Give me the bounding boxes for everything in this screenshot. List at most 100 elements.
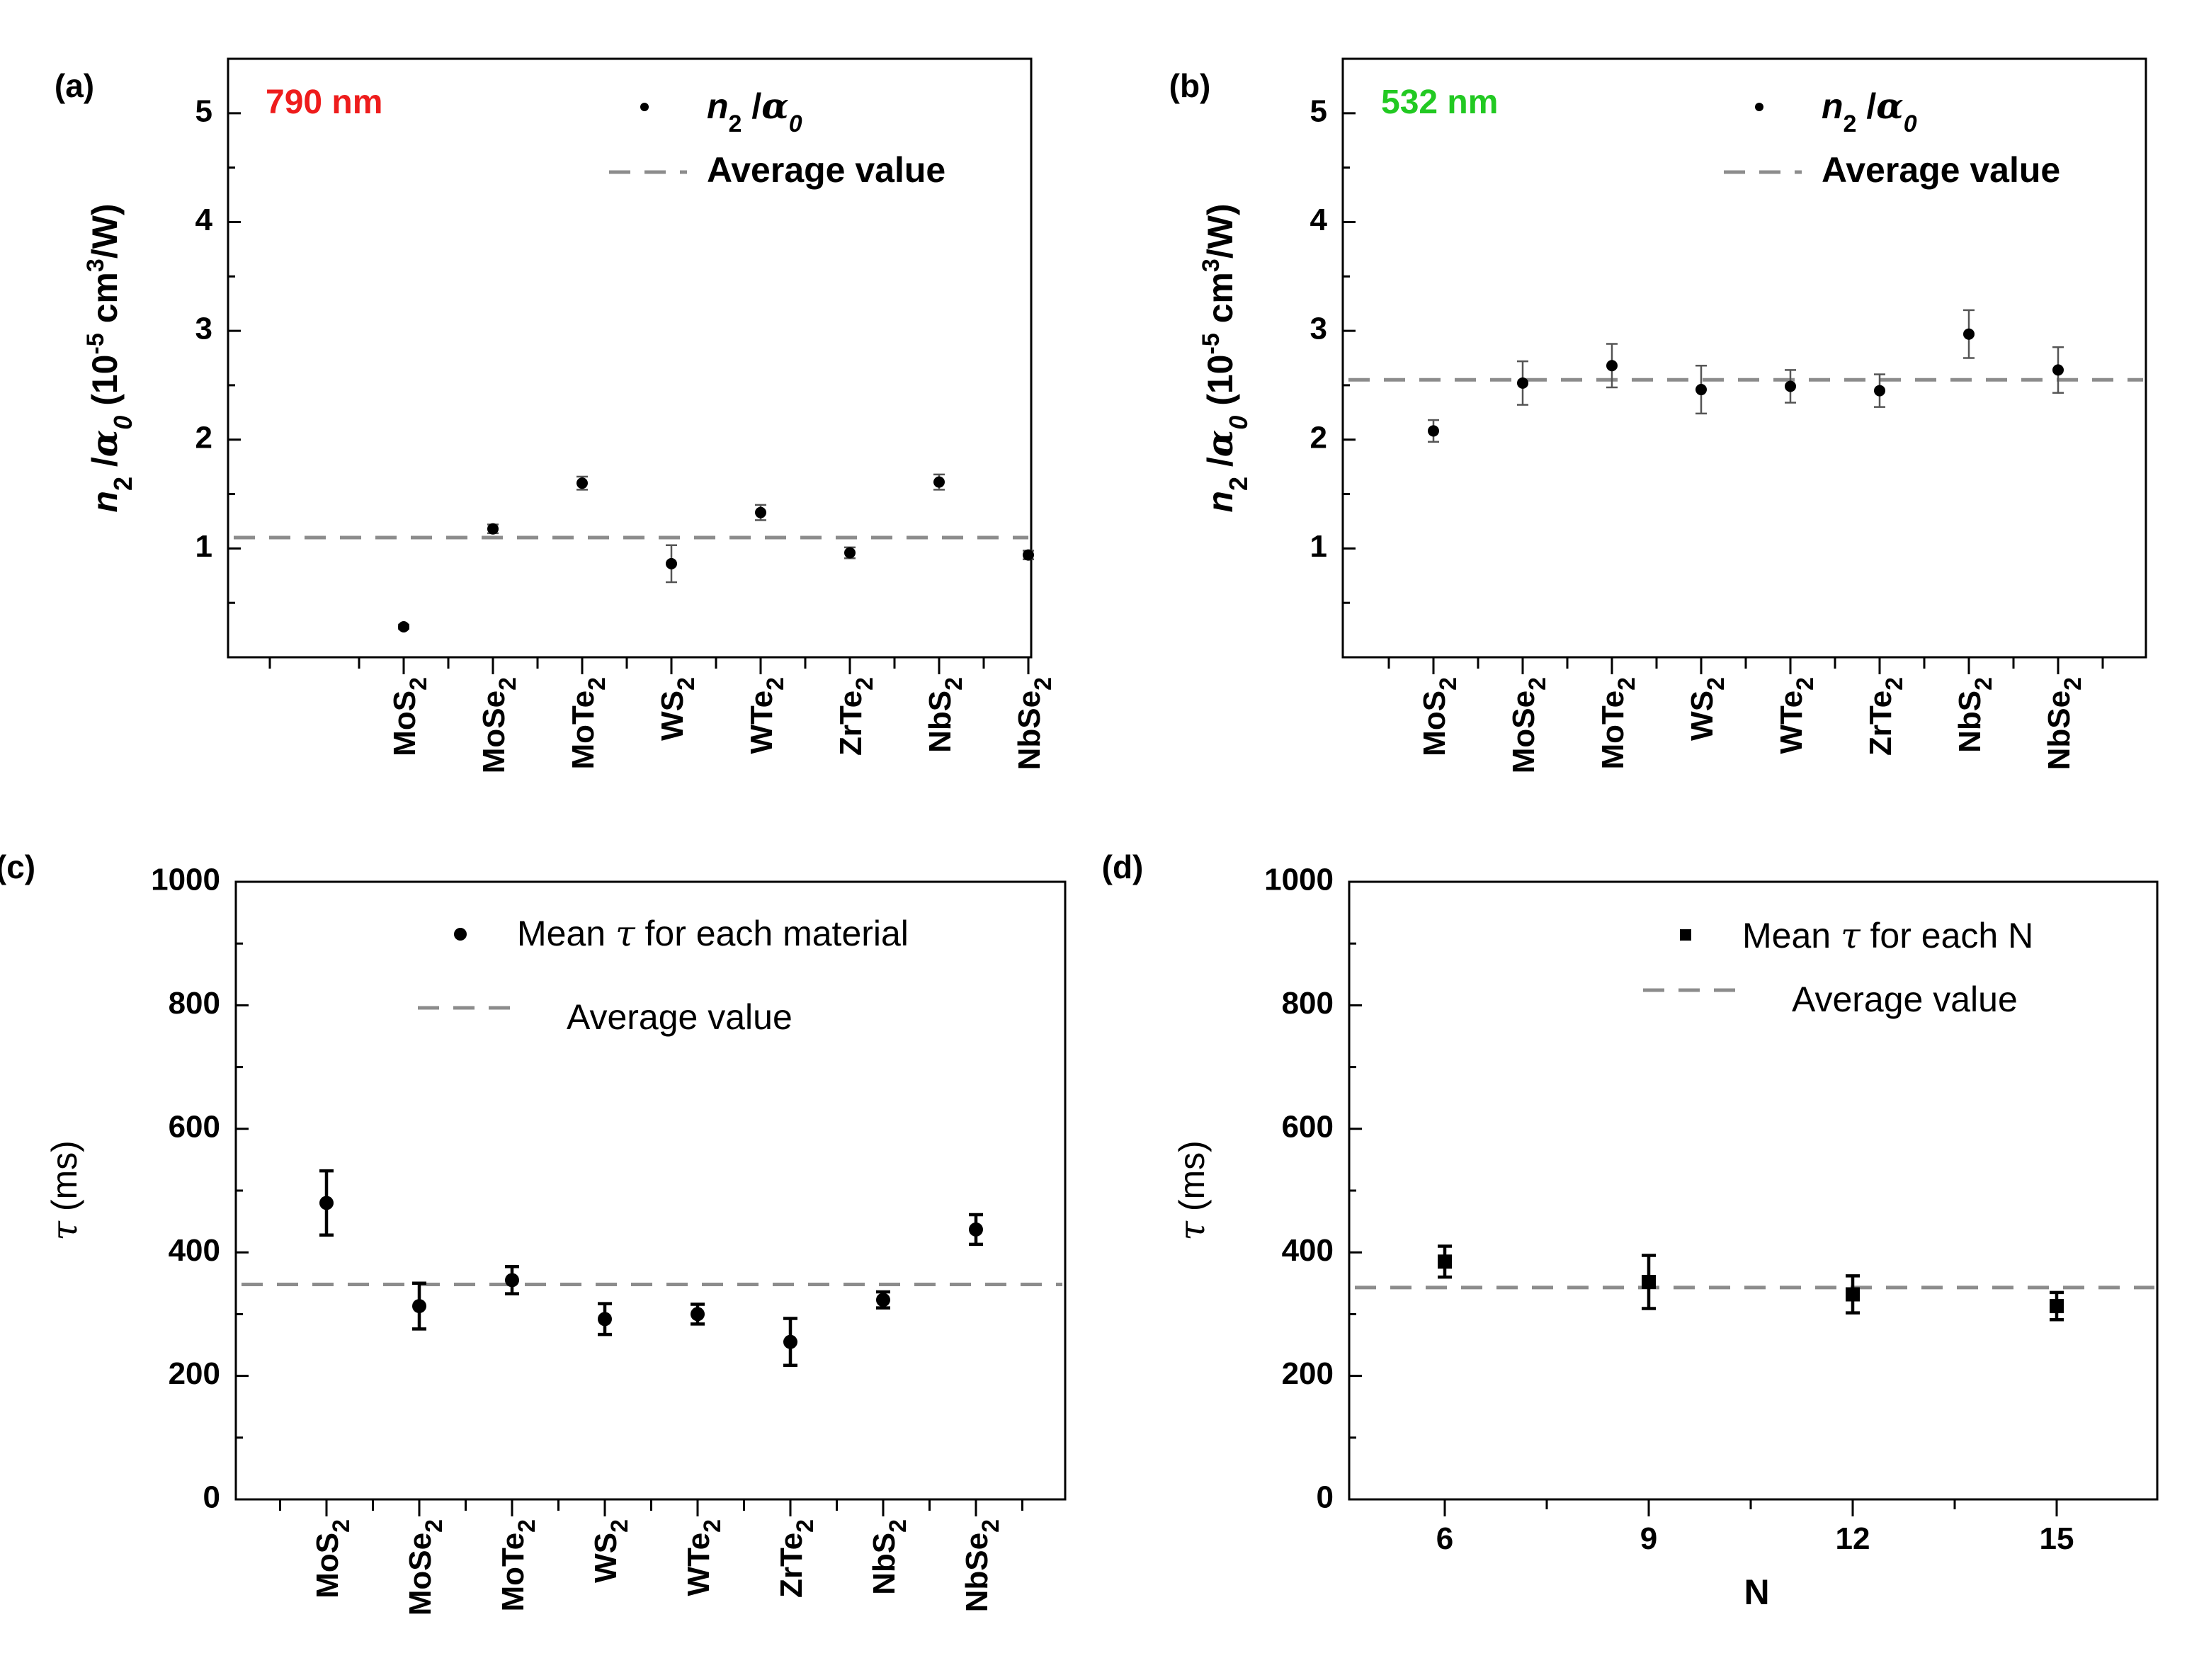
data-point — [1023, 549, 1034, 561]
x-category-label-subscript: 2 — [851, 677, 878, 691]
x-category-label: MoS2 — [387, 677, 432, 756]
x-category-label-group: WTe2 — [681, 1519, 726, 1596]
data-point — [2052, 364, 2064, 376]
y-axis-label-unit: (10 — [85, 355, 125, 416]
panel-d: (d) 0 200 400 600 800 1000 6 9 12 15 Nτ (ms) Mean τ … — [1102, 848, 2159, 1612]
panel-a-frame — [227, 57, 1033, 659]
wavelength-label: 532 nm — [1381, 84, 1498, 121]
x-category-label-group: NbS2 — [923, 677, 967, 753]
data-point — [319, 1196, 334, 1210]
x-category-label-base: WTe — [681, 1533, 716, 1596]
legend-label-mean-pre: Mean — [1742, 916, 1841, 955]
data-point — [1428, 425, 1439, 437]
x-category-label-base: ZrTe — [774, 1533, 809, 1598]
x-category-label-base: WS — [655, 691, 690, 741]
y-axis-label-sub: 2 — [108, 477, 137, 491]
legend-label-mean-post: for each material — [635, 914, 909, 953]
x-tick-label: 9 — [1640, 1521, 1657, 1556]
y-axis-label: n2 /α0 (10-5 cm3/W) — [1198, 203, 1253, 512]
y-tick-label: 5 — [195, 93, 212, 128]
x-category-label: WTe2 — [744, 677, 789, 754]
y-axis-label-group: n2 /α0 (10-5 cm3/W) — [1198, 203, 1253, 512]
legend-label-ratio-0: 0 — [789, 110, 802, 137]
panel-d-frame — [1348, 880, 2159, 1501]
x-tick-label: 12 — [1836, 1521, 1870, 1556]
x-category-label-subscript: 2 — [1970, 677, 1997, 691]
x-category-label-group: WTe2 — [744, 677, 789, 754]
panel-a: (a)12345MoS2MoSe2MoTe2WS2WTe2ZrTe2NbS2Nb… — [55, 57, 1057, 773]
x-category-label-group: ZrTe2 — [774, 1519, 819, 1598]
x-category-label-subscript: 2 — [941, 677, 967, 691]
x-category-label-base: ZrTe — [834, 691, 868, 756]
legend-label-mean-pre: Mean — [517, 914, 615, 953]
data-point — [1963, 328, 1975, 340]
legend-label-ratio-alpha: α — [1876, 85, 1903, 127]
y-axis-label-tau: τ — [1171, 1220, 1212, 1241]
x-category-label-subscript: 2 — [1524, 677, 1551, 691]
y-axis-label-group: n2 /α0 (10-5 cm3/W) — [82, 203, 137, 512]
x-category-label-base: WS — [589, 1533, 623, 1583]
x-category-label-subscript: 2 — [584, 677, 610, 691]
legend-label-average: Average value — [1792, 980, 2018, 1019]
legend-label-ratio: n2 /α0 — [1822, 85, 1917, 137]
y-axis-label-w: /W) — [1200, 203, 1240, 259]
x-category-label: MoSe2 — [477, 677, 521, 773]
x-category-label: WS2 — [589, 1519, 633, 1583]
data-point — [933, 476, 945, 488]
y-axis-label-w: /W) — [85, 203, 125, 259]
y-axis-label-unit: (ms) — [45, 1140, 84, 1221]
y-tick-label: 4 — [1310, 203, 1328, 237]
x-category-label-subscript: 2 — [421, 1519, 448, 1533]
legend-label-mean-tau: τ — [1841, 915, 1861, 956]
y-tick-label: 4 — [195, 203, 213, 237]
x-category-label: WS2 — [1685, 677, 1729, 741]
x-category-label-group: WS2 — [589, 1519, 633, 1583]
x-category-label-subscript: 2 — [762, 677, 789, 691]
data-point — [1846, 1287, 1860, 1302]
x-category-label-group: WS2 — [655, 677, 700, 741]
legend-label-ratio-2: 2 — [1844, 110, 1857, 137]
data-point — [691, 1307, 705, 1322]
x-category-label-base: ZrTe — [1863, 691, 1898, 756]
x-category-label-group: MoSe2 — [403, 1519, 448, 1616]
y-tick-label: 1 — [195, 529, 212, 564]
legend-marker — [640, 103, 649, 111]
legend-label-average: Average value — [567, 997, 793, 1037]
x-tick-label: 15 — [2040, 1521, 2074, 1556]
y-tick-label: 2 — [195, 420, 212, 455]
legend-marker — [1680, 929, 1691, 941]
x-category-label-base: WS — [1685, 691, 1720, 741]
x-category-label-group: WS2 — [1685, 677, 1729, 741]
x-category-label: MoSe2 — [403, 1519, 448, 1616]
y-axis-label-exp3: 3 — [82, 259, 109, 272]
panel-c-frame — [234, 880, 1067, 1501]
y-tick-label: 200 — [1282, 1356, 1334, 1391]
y-tick-label: 600 — [1282, 1109, 1334, 1144]
panel-a-label: (a) — [55, 67, 94, 104]
x-category-label-subscript: 2 — [885, 1519, 911, 1533]
legend-label-mean-post: for each N — [1861, 916, 2034, 955]
x-category-label-subscript: 2 — [792, 1519, 819, 1533]
legend: n2 /α0 Average value — [609, 85, 945, 190]
x-category-label-base: NbSe — [1012, 691, 1047, 770]
x-category-label-base: MoTe — [1596, 691, 1630, 770]
legend-label-ratio-n: n — [707, 86, 729, 126]
x-category-label-group: MoTe2 — [1596, 677, 1640, 770]
y-tick-label: 3 — [195, 312, 212, 346]
y-tick-label: 400 — [1282, 1233, 1334, 1268]
x-category-label: MoTe2 — [566, 677, 610, 770]
data-point — [1606, 360, 1618, 372]
x-category-label-subscript: 2 — [1703, 677, 1729, 691]
x-category-label: NbS2 — [867, 1519, 911, 1595]
legend-label-ratio: n2 /α0 — [707, 85, 802, 137]
legend-label-average: Average value — [1822, 150, 2060, 190]
x-category-label-subscript: 2 — [699, 1519, 726, 1533]
data-point — [783, 1334, 797, 1349]
y-tick-label: 800 — [169, 986, 220, 1021]
x-category-label-base: MoTe — [496, 1533, 530, 1612]
x-category-label-base: NbSe — [2042, 691, 2077, 770]
x-category-label: NbSe2 — [2042, 677, 2086, 770]
y-axis-label-sub0: 0 — [1224, 416, 1253, 430]
legend-label-ratio-alpha: α — [761, 85, 788, 127]
legend-label-average: Average value — [707, 150, 945, 190]
